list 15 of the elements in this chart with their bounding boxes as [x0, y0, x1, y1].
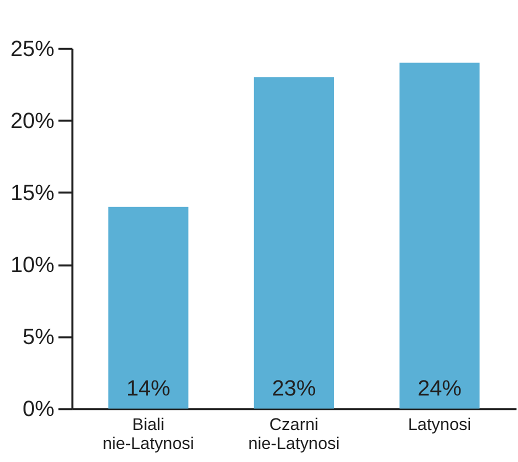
data-label: 14%: [126, 376, 170, 401]
x-tick-label: Latynosi: [408, 415, 472, 434]
data-label: 24%: [418, 376, 462, 401]
y-tick-label: 25%: [10, 36, 54, 61]
x-tick-label: Czarni nie-Latynosi: [248, 415, 340, 454]
y-tick-label: 0%: [22, 396, 54, 422]
y-tick-label: 10%: [10, 252, 54, 278]
bar: [400, 62, 480, 409]
y-tick-label: 5%: [22, 324, 54, 350]
bar: [254, 77, 334, 409]
x-tick-label: Biali nie-Latynosi: [102, 415, 194, 454]
y-tick-label: 15%: [10, 180, 54, 205]
data-label: 23%: [272, 376, 316, 401]
bar: [108, 206, 188, 409]
y-tick-label: 20%: [10, 108, 54, 133]
